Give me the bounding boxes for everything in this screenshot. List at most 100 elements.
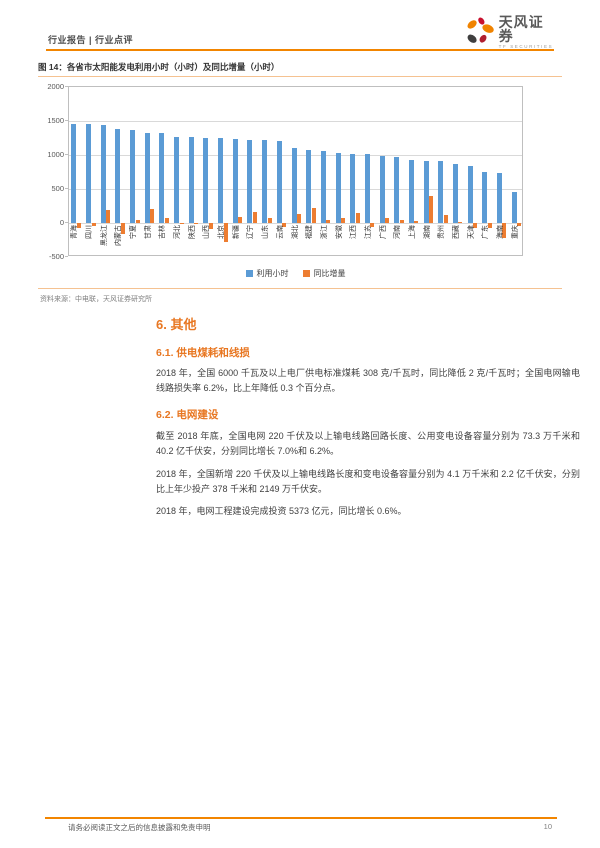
bar-利用小时-北京: [218, 138, 224, 223]
bar-利用小时-河南: [394, 156, 400, 223]
bar-利用小时-甘肃: [144, 132, 150, 223]
report-type-breadcrumb: 行业报告 | 行业点评: [48, 35, 134, 45]
x-axis-label-宁夏: 宁夏: [130, 225, 138, 239]
legend-swatch-icon: [245, 270, 253, 277]
y-axis-tick: [65, 85, 68, 87]
bar-利用小时-贵州: [438, 161, 444, 223]
bar-同比增量-河南: [399, 219, 404, 223]
bar-利用小时-天津: [467, 165, 473, 223]
subsection-heading-grid-construction: 6.2. 电网建设: [156, 409, 219, 421]
bar-同比增量-安徽: [341, 217, 346, 223]
legend-label: 利用小时: [256, 269, 289, 278]
y-axis-label-0: 0: [59, 217, 64, 227]
x-axis-label-湖北: 湖北: [291, 225, 299, 239]
x-axis-label-江西: 江西: [350, 225, 358, 239]
paragraph-grid-total: 截至 2018 年底，全国电网 220 千伏及以上输电线路回路长度、公用变电设备…: [156, 431, 580, 456]
bar-同比增量-青海: [76, 223, 81, 228]
bar-利用小时-辽宁: [247, 139, 253, 223]
legend-item-利用小时: 利用小时: [245, 268, 289, 279]
y-axis-label-1500: 1500: [47, 115, 64, 125]
bar-同比增量-黑龙江: [106, 210, 111, 223]
bar-同比增量-湖南: [429, 195, 434, 223]
bar-利用小时-安徽: [335, 152, 341, 223]
x-axis-label-贵州: 贵州: [438, 225, 446, 239]
bar-利用小时-陕西: [188, 136, 194, 223]
bar-同比增量-广西: [385, 217, 390, 223]
x-axis-label-广东: 广东: [482, 225, 490, 239]
gridline-0: [69, 222, 522, 224]
x-axis-label-江苏: 江苏: [364, 225, 372, 239]
bar-利用小时-广东: [482, 172, 488, 223]
x-axis-label-辽宁: 辽宁: [247, 225, 255, 239]
x-axis-label-上海: 上海: [408, 225, 416, 239]
bar-利用小时-山西: [203, 137, 209, 223]
x-axis-label-云南: 云南: [276, 225, 284, 239]
subsection-heading-coal-consumption: 6.1. 供电煤耗和线损: [156, 347, 250, 359]
x-axis-label-重庆: 重庆: [511, 225, 519, 239]
bar-利用小时-海南: [496, 173, 502, 223]
x-axis-label-青海: 青海: [71, 225, 79, 239]
bar-利用小时-内蒙古: [115, 129, 121, 223]
y-axis-label-2000: 2000: [47, 81, 64, 91]
y-axis-label-500: 500: [51, 183, 64, 193]
bar-利用小时-湖南: [423, 160, 429, 223]
bar-同比增量-吉林: [164, 217, 169, 223]
bar-利用小时-广西: [379, 156, 385, 223]
bar-同比增量-江西: [355, 213, 360, 223]
figure-caption: 图 14：各省市太阳能发电利用小时（小时）及同比增量（小时）: [38, 62, 280, 72]
figure-bottom-divider: [38, 288, 562, 289]
brand-logo: 天风证券 TF SECURITIES: [462, 14, 558, 50]
x-axis-label-安徽: 安徽: [335, 225, 343, 239]
y-axis-tick: [65, 187, 68, 189]
bar-同比增量-重庆: [517, 223, 522, 227]
section-heading-others: 6. 其他: [156, 317, 197, 332]
legend-label: 同比增量: [313, 269, 346, 278]
paragraph-grid-new: 2018 年，全国新增 220 千伏及以上输电线路长度和变电设备容量分别为 4.…: [156, 469, 580, 494]
bar-同比增量-陕西: [194, 223, 199, 224]
paragraph-grid-investment: 2018 年，电网工程建设完成投资 5373 亿元，同比增长 0.6%。: [156, 506, 407, 516]
bar-利用小时-福建: [306, 149, 312, 223]
paragraph-coal-consumption: 2018 年，全国 6000 千瓦及以上电厂供电标准煤耗 308 克/千瓦时，同…: [156, 368, 580, 393]
bar-利用小时-吉林: [159, 132, 165, 223]
x-axis-label-吉林: 吉林: [159, 225, 167, 239]
y-axis-tick: [65, 119, 68, 121]
bar-同比增量-广东: [487, 223, 492, 228]
bar-利用小时-云南: [276, 140, 282, 223]
x-axis-label-山东: 山东: [262, 225, 270, 239]
x-axis-label-河南: 河南: [394, 225, 402, 239]
x-axis-label-山西: 山西: [203, 225, 211, 239]
bar-利用小时-新疆: [232, 139, 238, 223]
bar-利用小时-浙江: [320, 151, 326, 223]
bar-利用小时-湖北: [291, 148, 297, 223]
bar-利用小时-宁夏: [130, 129, 136, 223]
x-axis-label-新疆: 新疆: [232, 225, 240, 239]
bar-同比增量-江苏: [370, 223, 375, 228]
bar-利用小时-上海: [408, 159, 414, 223]
x-axis-label-天津: 天津: [467, 225, 475, 239]
bar-同比增量-上海: [414, 220, 419, 223]
legend-item-同比增量: 同比增量: [302, 268, 346, 279]
bar-利用小时-四川: [86, 124, 92, 223]
x-axis-label-浙江: 浙江: [320, 225, 328, 239]
bar-同比增量-海南: [502, 223, 507, 238]
x-axis-label-西藏: 西藏: [452, 225, 460, 239]
bar-chart-plot-area: [68, 86, 523, 256]
bar-同比增量-山西: [208, 223, 213, 230]
bar-同比增量-贵州: [443, 215, 448, 223]
bar-同比增量-湖北: [297, 214, 301, 223]
bar-同比增量-内蒙古: [120, 223, 125, 235]
y-axis-tick: [65, 221, 68, 223]
bar-利用小时-黑龙江: [100, 125, 106, 223]
x-axis-label-湖南: 湖南: [423, 225, 431, 239]
bar-同比增量-宁夏: [135, 219, 140, 223]
bar-利用小时-重庆: [511, 192, 517, 223]
bar-同比增量-新疆: [238, 217, 243, 223]
x-axis-label-内蒙古: 内蒙古: [115, 225, 123, 246]
x-axis-label-河北: 河北: [174, 225, 182, 239]
x-axis-label-甘肃: 甘肃: [144, 225, 152, 239]
page-number: 10: [543, 822, 552, 831]
bar-同比增量-云南: [282, 223, 287, 228]
tf-securities-flower-icon: [467, 17, 494, 43]
x-axis-label-广西: 广西: [379, 225, 387, 239]
